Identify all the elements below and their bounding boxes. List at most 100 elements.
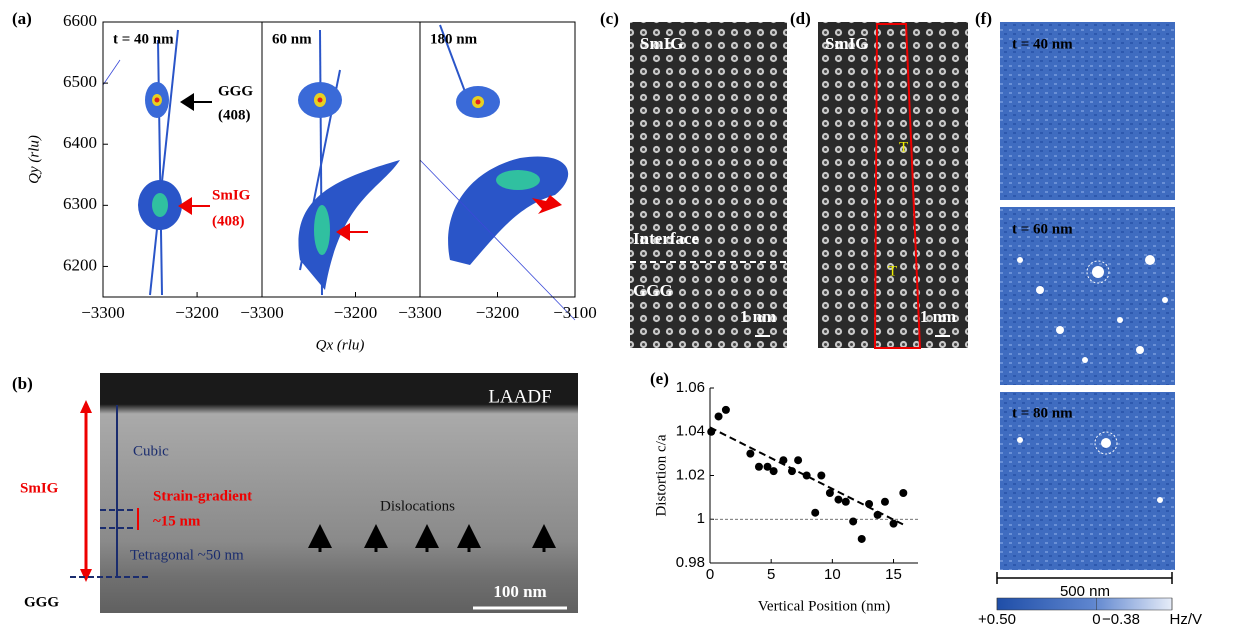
tem-image <box>818 22 968 348</box>
y-tick-label: 6300 <box>63 194 97 213</box>
point <box>811 508 820 517</box>
point <box>707 427 716 436</box>
point <box>794 456 803 465</box>
layer-label: GGG <box>633 281 673 300</box>
x-tick-label: 15 <box>885 566 902 583</box>
y-tick-label: 1.04 <box>676 423 705 440</box>
scale-label: 100 nm <box>493 582 546 601</box>
panel-label: (d) <box>790 9 811 28</box>
point <box>880 497 889 506</box>
mfm-image <box>1000 22 1175 200</box>
mfm-image <box>1000 207 1175 385</box>
point <box>841 497 850 506</box>
stem-image <box>100 373 578 613</box>
peak-label: (408) <box>218 107 251 123</box>
mfm-features <box>1017 255 1168 503</box>
plot-frame <box>261 21 421 298</box>
rsm-intensity <box>102 24 576 321</box>
scale-label: 1 nm <box>740 307 776 326</box>
x-tick-label: 0 <box>706 566 714 583</box>
dislocation-marker: T <box>888 263 897 279</box>
colorbar <box>996 597 1173 611</box>
tem-image <box>630 22 787 348</box>
y-tick-label: 1 <box>697 510 705 527</box>
x-tick-label: −3300 <box>240 303 284 322</box>
point <box>889 519 898 528</box>
point <box>849 517 858 526</box>
point <box>721 405 730 414</box>
b-annotations <box>70 400 567 610</box>
y-tick-label: 6200 <box>63 255 97 274</box>
layer-label: SmIG <box>825 34 868 53</box>
colorbar-label: −0.38 <box>1102 611 1140 628</box>
point <box>787 467 796 476</box>
y-axis-label: Distortion c/a <box>653 434 669 516</box>
image-label: t = 60 nm <box>1012 221 1073 237</box>
plot-frame <box>102 21 263 298</box>
content: (a) (b) (c) (d) (e) (f) LAADF Cubic Stra… <box>12 9 1202 628</box>
peak-label: (408) <box>212 213 245 229</box>
colorbar-label: 0 <box>1092 611 1100 628</box>
y-tick-label: 6600 <box>63 11 97 30</box>
layer-label: Interface <box>633 229 700 248</box>
mfm-image <box>1000 392 1175 570</box>
x-tick-label: −3300 <box>398 303 442 322</box>
point <box>857 534 866 543</box>
layer-label: ~15 nm <box>153 513 201 529</box>
panel-title: t = 40 nm <box>113 31 174 47</box>
scale-label: 500 nm <box>1060 583 1110 600</box>
y-tick-label: 6500 <box>63 72 97 91</box>
layer-label: Tetragonal ~50 nm <box>130 547 244 563</box>
layer-label: Cubic <box>133 443 169 459</box>
point <box>825 489 834 497</box>
peak-label: SmIG <box>212 187 251 203</box>
x-tick-label: 5 <box>767 566 775 583</box>
point <box>754 462 763 471</box>
point <box>834 495 843 504</box>
colorbar-unit: Hz/V <box>1169 611 1202 628</box>
point <box>746 449 755 458</box>
fit-line <box>709 426 907 527</box>
scale-bar <box>996 572 1173 584</box>
point <box>763 462 772 471</box>
point <box>899 489 908 497</box>
layer-label: Strain-gradient <box>153 488 252 504</box>
dislocation-marker: T <box>899 139 908 155</box>
x-axis-label: Vertical Position (nm) <box>758 598 890 614</box>
film-label: SmIG <box>20 480 59 496</box>
point <box>779 456 788 465</box>
layer-label: SmIG <box>640 34 683 53</box>
colorbar-label: +0.50 <box>978 611 1016 628</box>
point <box>817 471 826 480</box>
panel-label: (c) <box>600 9 619 28</box>
x-tick-label: −3200 <box>334 303 378 322</box>
y-tick-label: 0.98 <box>676 554 705 571</box>
y-tick-label: 6400 <box>63 133 97 152</box>
peak-label: GGG <box>218 83 253 99</box>
y-tick-label: 1.06 <box>676 379 705 396</box>
substrate-label: GGG <box>24 594 59 610</box>
point <box>802 471 811 480</box>
scale-label: 1 nm <box>920 307 956 326</box>
rsm-arrows <box>178 93 562 241</box>
dislocation-region <box>873 23 922 349</box>
x-tick-label: −3200 <box>175 303 219 322</box>
point <box>873 510 882 519</box>
image-label: t = 80 nm <box>1012 405 1073 421</box>
feature-label: Dislocations <box>380 498 455 514</box>
point <box>714 412 723 421</box>
x-tick-label: 10 <box>824 566 841 583</box>
image-label: t = 40 nm <box>1012 36 1073 52</box>
panel-label: (b) <box>12 374 33 393</box>
y-tick-label: 1.02 <box>676 466 705 483</box>
x-axis-label: Qx (rlu) <box>316 337 365 353</box>
panel-title: 180 nm <box>430 31 478 47</box>
x-tick-label: −3100 <box>553 303 597 322</box>
point <box>865 499 874 508</box>
panel-title: 60 nm <box>272 31 312 47</box>
x-tick-label: −3200 <box>476 303 520 322</box>
x-tick-label: −3300 <box>81 303 125 322</box>
panel-label: (a) <box>12 9 32 28</box>
point <box>769 467 778 476</box>
